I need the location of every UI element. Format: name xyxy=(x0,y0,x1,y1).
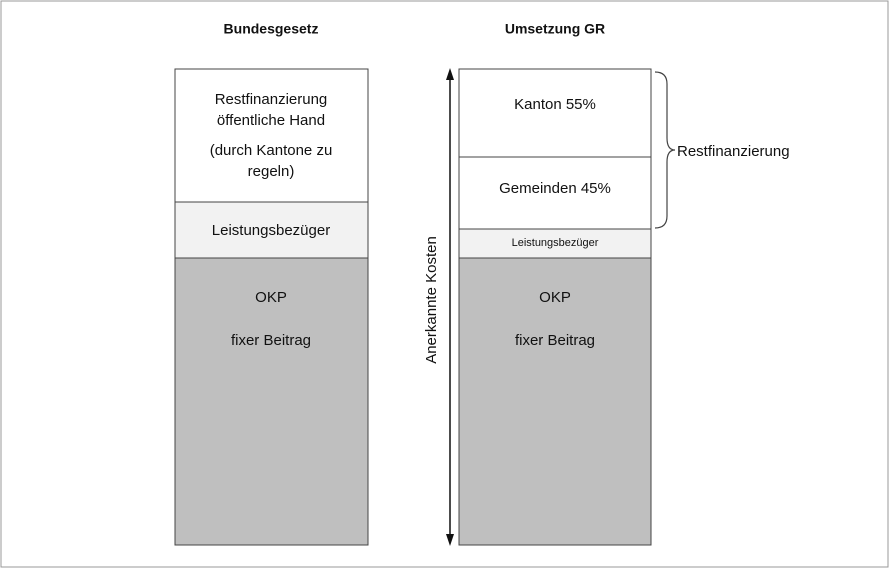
block xyxy=(174,201,369,259)
block-text: Leistungsbezüger xyxy=(212,222,330,239)
block-text: Gemeinden 45% xyxy=(499,180,611,197)
block xyxy=(458,156,652,230)
brace-label: Restfinanzierung xyxy=(677,143,790,160)
double-arrow xyxy=(446,68,454,546)
block-text: OKP xyxy=(539,289,571,306)
block-text: (durch Kantone zu xyxy=(210,142,333,159)
block xyxy=(458,257,652,546)
axis-label: Anerkannte Kosten xyxy=(423,236,440,364)
block-text: OKP xyxy=(255,289,287,306)
block xyxy=(458,228,652,259)
block-text: Leistungsbezüger xyxy=(512,237,599,249)
block-text: fixer Beitrag xyxy=(515,332,595,349)
block-text: Kanton 55% xyxy=(514,96,596,113)
block-text: Restfinanzierung xyxy=(215,91,328,108)
brace xyxy=(654,71,676,229)
block xyxy=(458,68,652,158)
column-title: Bundesgesetz xyxy=(224,21,319,37)
block-text: regeln) xyxy=(248,163,295,180)
column-title: Umsetzung GR xyxy=(505,21,605,37)
block-text: öffentliche Hand xyxy=(217,112,325,129)
block-text: fixer Beitrag xyxy=(231,332,311,349)
block xyxy=(174,257,369,546)
block xyxy=(174,68,369,203)
